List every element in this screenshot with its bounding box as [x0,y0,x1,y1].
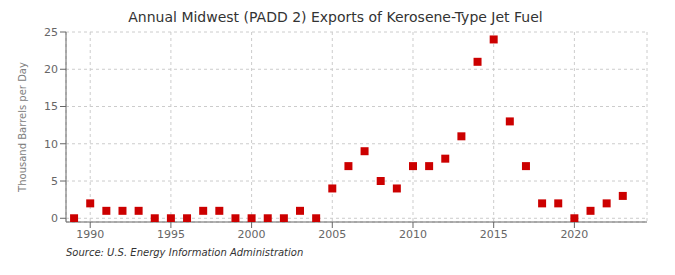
html-text:Source: U.S. Energy Informatio: Source: U.S. Energy Information Administ… [66,247,304,258]
svg-text:2000: 2000 [238,228,266,241]
svg-text:20: 20 [44,63,58,76]
svg-text:1990: 1990 [76,228,104,241]
svg-text:2015: 2015 [480,228,508,241]
svg-text:5: 5 [51,175,58,188]
svg-text:2020: 2020 [560,228,588,241]
html-text:Annual Midwest (PADD 2) Export: Annual Midwest (PADD 2) Exports of Keros… [128,9,543,25]
svg-text:2005: 2005 [318,228,346,241]
svg-text:Thousand Barrels per Day: Thousand Barrels per Day [17,62,28,193]
svg-text:15: 15 [44,100,58,113]
svg-text:1995: 1995 [157,228,185,241]
svg-text:10: 10 [44,138,58,151]
svg-text:0: 0 [51,212,58,225]
svg-text:2010: 2010 [399,228,427,241]
svg-text:25: 25 [44,26,58,39]
